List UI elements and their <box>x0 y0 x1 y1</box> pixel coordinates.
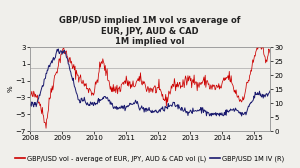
Legend: GBP/USD vol - average of EUR, JPY, AUD & CAD vol (L), GBP/USD 1M IV (R): GBP/USD vol - average of EUR, JPY, AUD &… <box>13 153 287 165</box>
Title: GBP/USD implied 1M vol vs average of
EUR, JPY, AUD & CAD
1M implied vol: GBP/USD implied 1M vol vs average of EUR… <box>59 16 241 46</box>
Y-axis label: %: % <box>8 86 14 92</box>
